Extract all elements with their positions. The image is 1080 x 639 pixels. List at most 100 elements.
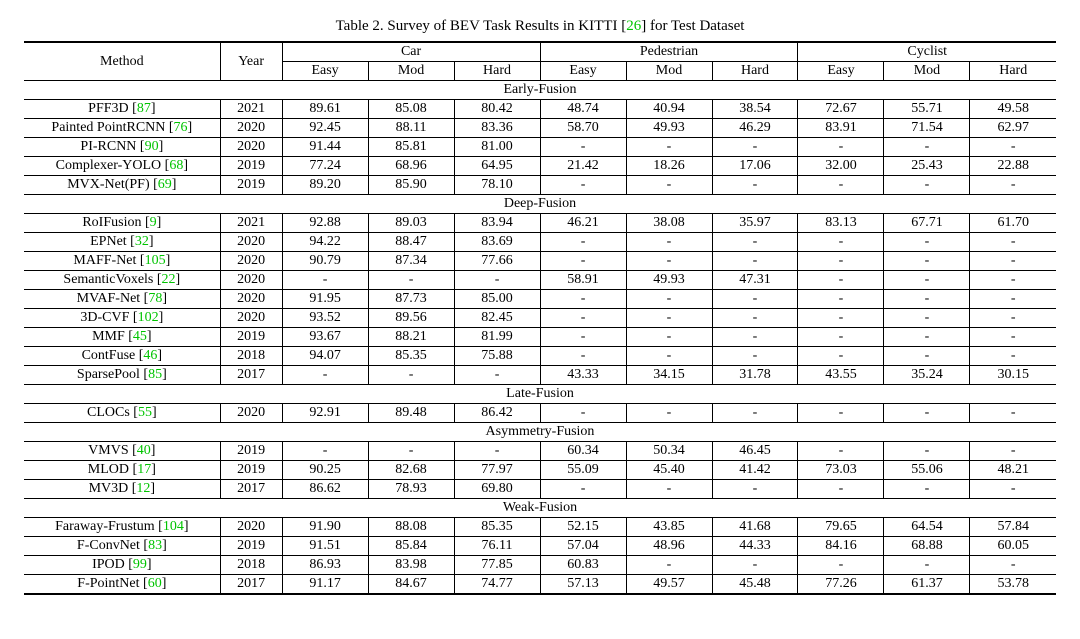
col-sub: Easy [540,62,626,81]
table-row: 3D-CVF [102]202093.5289.5682.45------ [24,309,1056,328]
value-cell: 78.10 [454,176,540,195]
method-cite: 22 [162,272,176,287]
method-cite: 55 [138,405,152,420]
value-cell: 89.56 [368,309,454,328]
value-cell: 61.37 [884,575,970,595]
value-cell: - [970,347,1056,366]
value-cell: - [540,138,626,157]
value-cell: 32.00 [798,157,884,176]
value-cell: 52.15 [540,518,626,537]
method-cell: F-PointNet [60] [24,575,220,595]
value-cell: - [540,290,626,309]
value-cell: 49.93 [626,119,712,138]
value-cell: - [798,271,884,290]
method-cell: EPNet [32] [24,233,220,252]
year-cell: 2020 [220,138,282,157]
method-cell: PI-RCNN [90] [24,138,220,157]
cite-close: ] [150,481,155,496]
value-cell: 45.48 [712,575,798,595]
method-cell: VMVS [40] [24,442,220,461]
method-cell: ContFuse [46] [24,347,220,366]
value-cell: 86.42 [454,404,540,423]
value-cell: - [282,271,368,290]
col-method: Method [24,42,220,81]
value-cell: 77.66 [454,252,540,271]
value-cell: - [626,480,712,499]
year-cell: 2020 [220,252,282,271]
method-cell: CLOCs [55] [24,404,220,423]
value-cell: 71.54 [884,119,970,138]
value-cell: 43.55 [798,366,884,385]
value-cell: 83.36 [454,119,540,138]
value-cell: - [970,252,1056,271]
value-cell: 30.15 [970,366,1056,385]
value-cell: 88.47 [368,233,454,252]
value-cell: - [884,404,970,423]
table-row: MAFF-Net [105]202090.7987.3477.66------ [24,252,1056,271]
col-year: Year [220,42,282,81]
value-cell: - [798,252,884,271]
value-cell: 85.35 [368,347,454,366]
value-cell: 43.33 [540,366,626,385]
value-cell: 92.88 [282,214,368,233]
value-cell: - [798,233,884,252]
cite-close: ] [183,158,188,173]
value-cell: 46.29 [712,119,798,138]
table-row: MV3D [12]201786.6278.9369.80------ [24,480,1056,499]
value-cell: 85.35 [454,518,540,537]
value-cell: 83.98 [368,556,454,575]
table-row: F-PointNet [60]201791.1784.6774.7757.134… [24,575,1056,595]
value-cell: - [282,442,368,461]
col-sub: Hard [454,62,540,81]
value-cell: - [970,290,1056,309]
caption-prefix: Table 2. Survey of BEV Task Results in K… [336,18,627,34]
value-cell: 93.67 [282,328,368,347]
year-cell: 2018 [220,347,282,366]
cite-close: ] [149,234,154,249]
value-cell: 78.93 [368,480,454,499]
value-cell: 92.91 [282,404,368,423]
method-name: VMVS [ [88,443,137,458]
value-cell: - [970,309,1056,328]
value-cell: 92.45 [282,119,368,138]
col-sub: Mod [626,62,712,81]
value-cell: 31.78 [712,366,798,385]
method-cell: Faraway-Frustum [104] [24,518,220,537]
value-cell: 85.90 [368,176,454,195]
method-cell: Complexer-YOLO [68] [24,157,220,176]
value-cell: 68.88 [884,537,970,556]
value-cell: - [798,404,884,423]
col-sub: Easy [282,62,368,81]
year-cell: 2020 [220,271,282,290]
year-cell: 2019 [220,328,282,347]
value-cell: - [712,138,798,157]
section-title: Asymmetry-Fusion [24,423,1056,442]
method-cite: 69 [158,177,172,192]
year-cell: 2020 [220,290,282,309]
value-cell: 48.96 [626,537,712,556]
value-cell: 85.00 [454,290,540,309]
value-cell: 85.81 [368,138,454,157]
value-cell: - [884,480,970,499]
value-cell: - [798,480,884,499]
method-name: 3D-CVF [ [80,310,137,325]
value-cell: - [540,233,626,252]
value-cell: 48.21 [970,461,1056,480]
table-row: MVAF-Net [78]202091.9587.7385.00------ [24,290,1056,309]
col-sub: Easy [798,62,884,81]
value-cell: - [970,176,1056,195]
value-cell: 61.70 [970,214,1056,233]
value-cell: - [970,404,1056,423]
method-cite: 99 [133,557,147,572]
value-cell: - [540,404,626,423]
value-cell: - [626,176,712,195]
col-sub: Hard [712,62,798,81]
year-cell: 2020 [220,518,282,537]
year-cell: 2017 [220,575,282,595]
value-cell: 34.15 [626,366,712,385]
value-cell: - [540,347,626,366]
value-cell: - [970,271,1056,290]
value-cell: 79.65 [798,518,884,537]
method-name: MAFF-Net [ [73,253,144,268]
col-group: Pedestrian [540,42,798,62]
